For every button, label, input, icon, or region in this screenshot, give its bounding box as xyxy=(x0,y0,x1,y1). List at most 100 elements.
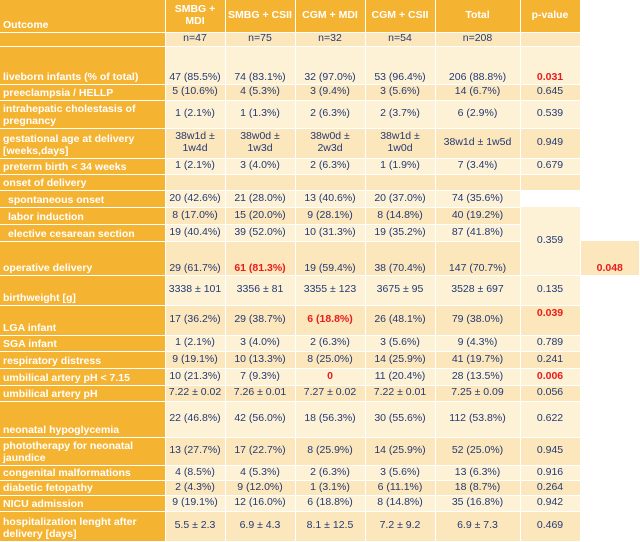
value-cell: 0 xyxy=(295,368,366,386)
value-cell: 5.5 ± 2.3 xyxy=(165,511,226,542)
value-cell: 35 (16.8%) xyxy=(435,495,521,512)
value-cell: 28 (13.5%) xyxy=(435,368,521,386)
value-cell: 19 (59.4%) xyxy=(295,241,366,276)
table-row: LGA infant 17 (36.2%) 29 (38.7%) 6 (18.8%) 2… xyxy=(0,305,640,336)
value-cell: 6 (2.9%) xyxy=(435,100,521,129)
value-cell: 30 (55.6%) xyxy=(365,401,436,438)
value-cell: 41 (19.7%) xyxy=(435,351,521,369)
table-row: NICU admission 9 (19.1%) 12 (16.0%) 6 (18.8… xyxy=(0,495,640,512)
row-label: intrahepatic cholestasis of pregnancy xyxy=(0,100,166,129)
value-cell: 3675 ± 95 xyxy=(365,275,436,306)
value-cell: 10 (13.3%) xyxy=(225,351,296,369)
value-cell: 38 (70.4%) xyxy=(365,241,436,276)
pvalue-cell: 0.645 xyxy=(520,84,581,101)
value-cell: 14 (6.7%) xyxy=(435,84,521,101)
pvalue-cell: 0.135 xyxy=(520,275,581,306)
value-cell: 38w1d ± 1w0d xyxy=(365,128,436,159)
value-cell: 1 (1.9%) xyxy=(365,158,436,175)
value-cell: 2 (6.3%) xyxy=(295,158,366,175)
n-row-label xyxy=(0,32,166,47)
value-cell: 19 (35.2%) xyxy=(365,224,436,242)
table-row: intrahepatic cholestasis of pregnancy 1 (… xyxy=(0,100,640,129)
value-cell xyxy=(225,174,296,191)
row-label: onset of delivery xyxy=(0,174,166,191)
value-cell: 8 (25.9%) xyxy=(295,437,366,466)
value-cell: 8 (14.8%) xyxy=(365,495,436,512)
pvalue-cell: 0.031 xyxy=(520,46,581,85)
value-cell: 38w0d ± 2w3d xyxy=(295,128,366,159)
pvalue-cell: 0.945 xyxy=(520,437,581,466)
n-total: n=208 xyxy=(435,32,521,47)
value-cell: 19 (40.4%) xyxy=(165,224,226,242)
value-cell: 2 (6.3%) xyxy=(295,465,366,481)
value-cell: 7.2 ± 9.2 xyxy=(365,511,436,542)
table-row: phototherapy for neonatal jaundice 13 (27… xyxy=(0,437,640,466)
header-outcome: Outcome xyxy=(0,0,166,33)
value-cell: 14 (25.9%) xyxy=(365,437,436,466)
pvalue-cell: 0.241 xyxy=(520,351,581,369)
pvalue-cell: 0.679 xyxy=(520,158,581,175)
value-cell xyxy=(165,174,226,191)
table-row: SGA infant 1 (2.1%) 3 (4.0%) 2 (6.3%) 3 (5.6… xyxy=(0,335,640,352)
value-cell: 9 (19.1%) xyxy=(165,495,226,512)
row-label: birthweight [g] xyxy=(0,275,166,306)
row-label: diabetic fetopathy xyxy=(0,480,166,496)
value-cell: 3 (5.6%) xyxy=(365,84,436,101)
value-cell: 26 (48.1%) xyxy=(365,305,436,336)
pvalue-cell: 0.469 xyxy=(520,511,581,542)
value-cell: 17 (22.7%) xyxy=(225,437,296,466)
value-cell: 21 (28.0%) xyxy=(225,190,296,208)
value-cell: 7.26 ± 0.01 xyxy=(225,385,296,402)
value-cell: 87 (41.8%) xyxy=(435,224,521,242)
row-label: elective cesarean section xyxy=(0,224,166,242)
value-cell: 3338 ± 101 xyxy=(165,275,226,306)
value-cell: 8 (17.0%) xyxy=(165,207,226,225)
pvalue-cell: 0.048 xyxy=(580,241,640,276)
value-cell: 29 (61.7%) xyxy=(165,241,226,276)
value-cell: 20 (42.6%) xyxy=(165,190,226,208)
value-cell: 8.1 ± 12.5 xyxy=(295,511,366,542)
header-cgm-mdi: CGM + MDI xyxy=(295,0,366,33)
row-label: operative delivery xyxy=(0,241,166,276)
value-cell: 61 (81.3%) xyxy=(225,241,296,276)
value-cell: 74 (35.6%) xyxy=(435,190,521,208)
row-label: congenital malformations xyxy=(0,465,166,481)
table-row: liveborn infants (% of total) 47 (85.5%) 7… xyxy=(0,46,640,85)
value-cell: 11 (20.4%) xyxy=(365,368,436,386)
row-label: hospitalization lenght after delivery [d… xyxy=(0,511,166,542)
value-cell: 3355 ± 123 xyxy=(295,275,366,306)
pvalue-cell: 0.949 xyxy=(520,128,581,159)
value-cell: 2 (3.7%) xyxy=(365,100,436,129)
pvalue-cell: 0.789 xyxy=(520,335,581,352)
value-cell: 6.9 ± 4.3 xyxy=(225,511,296,542)
value-cell: 10 (31.3%) xyxy=(295,224,366,242)
header-cgm-csii: CGM + CSII xyxy=(365,0,436,33)
value-cell: 17 (36.2%) xyxy=(165,305,226,336)
value-cell: 13 (27.7%) xyxy=(165,437,226,466)
table-row: preeclampsia / HELLP 5 (10.6%) 4 (5.3%) 3 (… xyxy=(0,84,640,101)
value-cell: 22 (46.8%) xyxy=(165,401,226,438)
value-cell: 38w0d ± 1w3d xyxy=(225,128,296,159)
value-cell: 4 (5.3%) xyxy=(225,84,296,101)
value-cell xyxy=(365,174,436,191)
value-cell: 7.22 ± 0.02 xyxy=(165,385,226,402)
value-cell: 1 (1.3%) xyxy=(225,100,296,129)
value-cell: 2 (6.3%) xyxy=(295,100,366,129)
value-cell: 18 (8.7%) xyxy=(435,480,521,496)
pvalue-cell: 0.622 xyxy=(520,401,581,438)
value-cell: 7.27 ± 0.02 xyxy=(295,385,366,402)
table-row: spontaneous onset 20 (42.6%) 21 (28.0%) 13 … xyxy=(0,190,640,208)
row-label: liveborn infants (% of total) xyxy=(0,46,166,85)
table-row: preterm birth < 34 weeks 1 (2.1%) 3 (4.0%)… xyxy=(0,158,640,175)
value-cell: 1 (2.1%) xyxy=(165,335,226,352)
header-pvalue: p-value xyxy=(520,0,581,33)
pvalue-cell: 0.056 xyxy=(520,385,581,402)
pvalue-cell: 0.264 xyxy=(520,480,581,496)
table-row: operative delivery 29 (61.7%) 61 (81.3%) 19… xyxy=(0,241,640,276)
value-cell: 4 (8.5%) xyxy=(165,465,226,481)
pvalue-cell: 0.006 xyxy=(520,368,581,386)
row-label: preterm birth < 34 weeks xyxy=(0,158,166,175)
value-cell: 9 (28.1%) xyxy=(295,207,366,225)
row-label: phototherapy for neonatal jaundice xyxy=(0,437,166,466)
